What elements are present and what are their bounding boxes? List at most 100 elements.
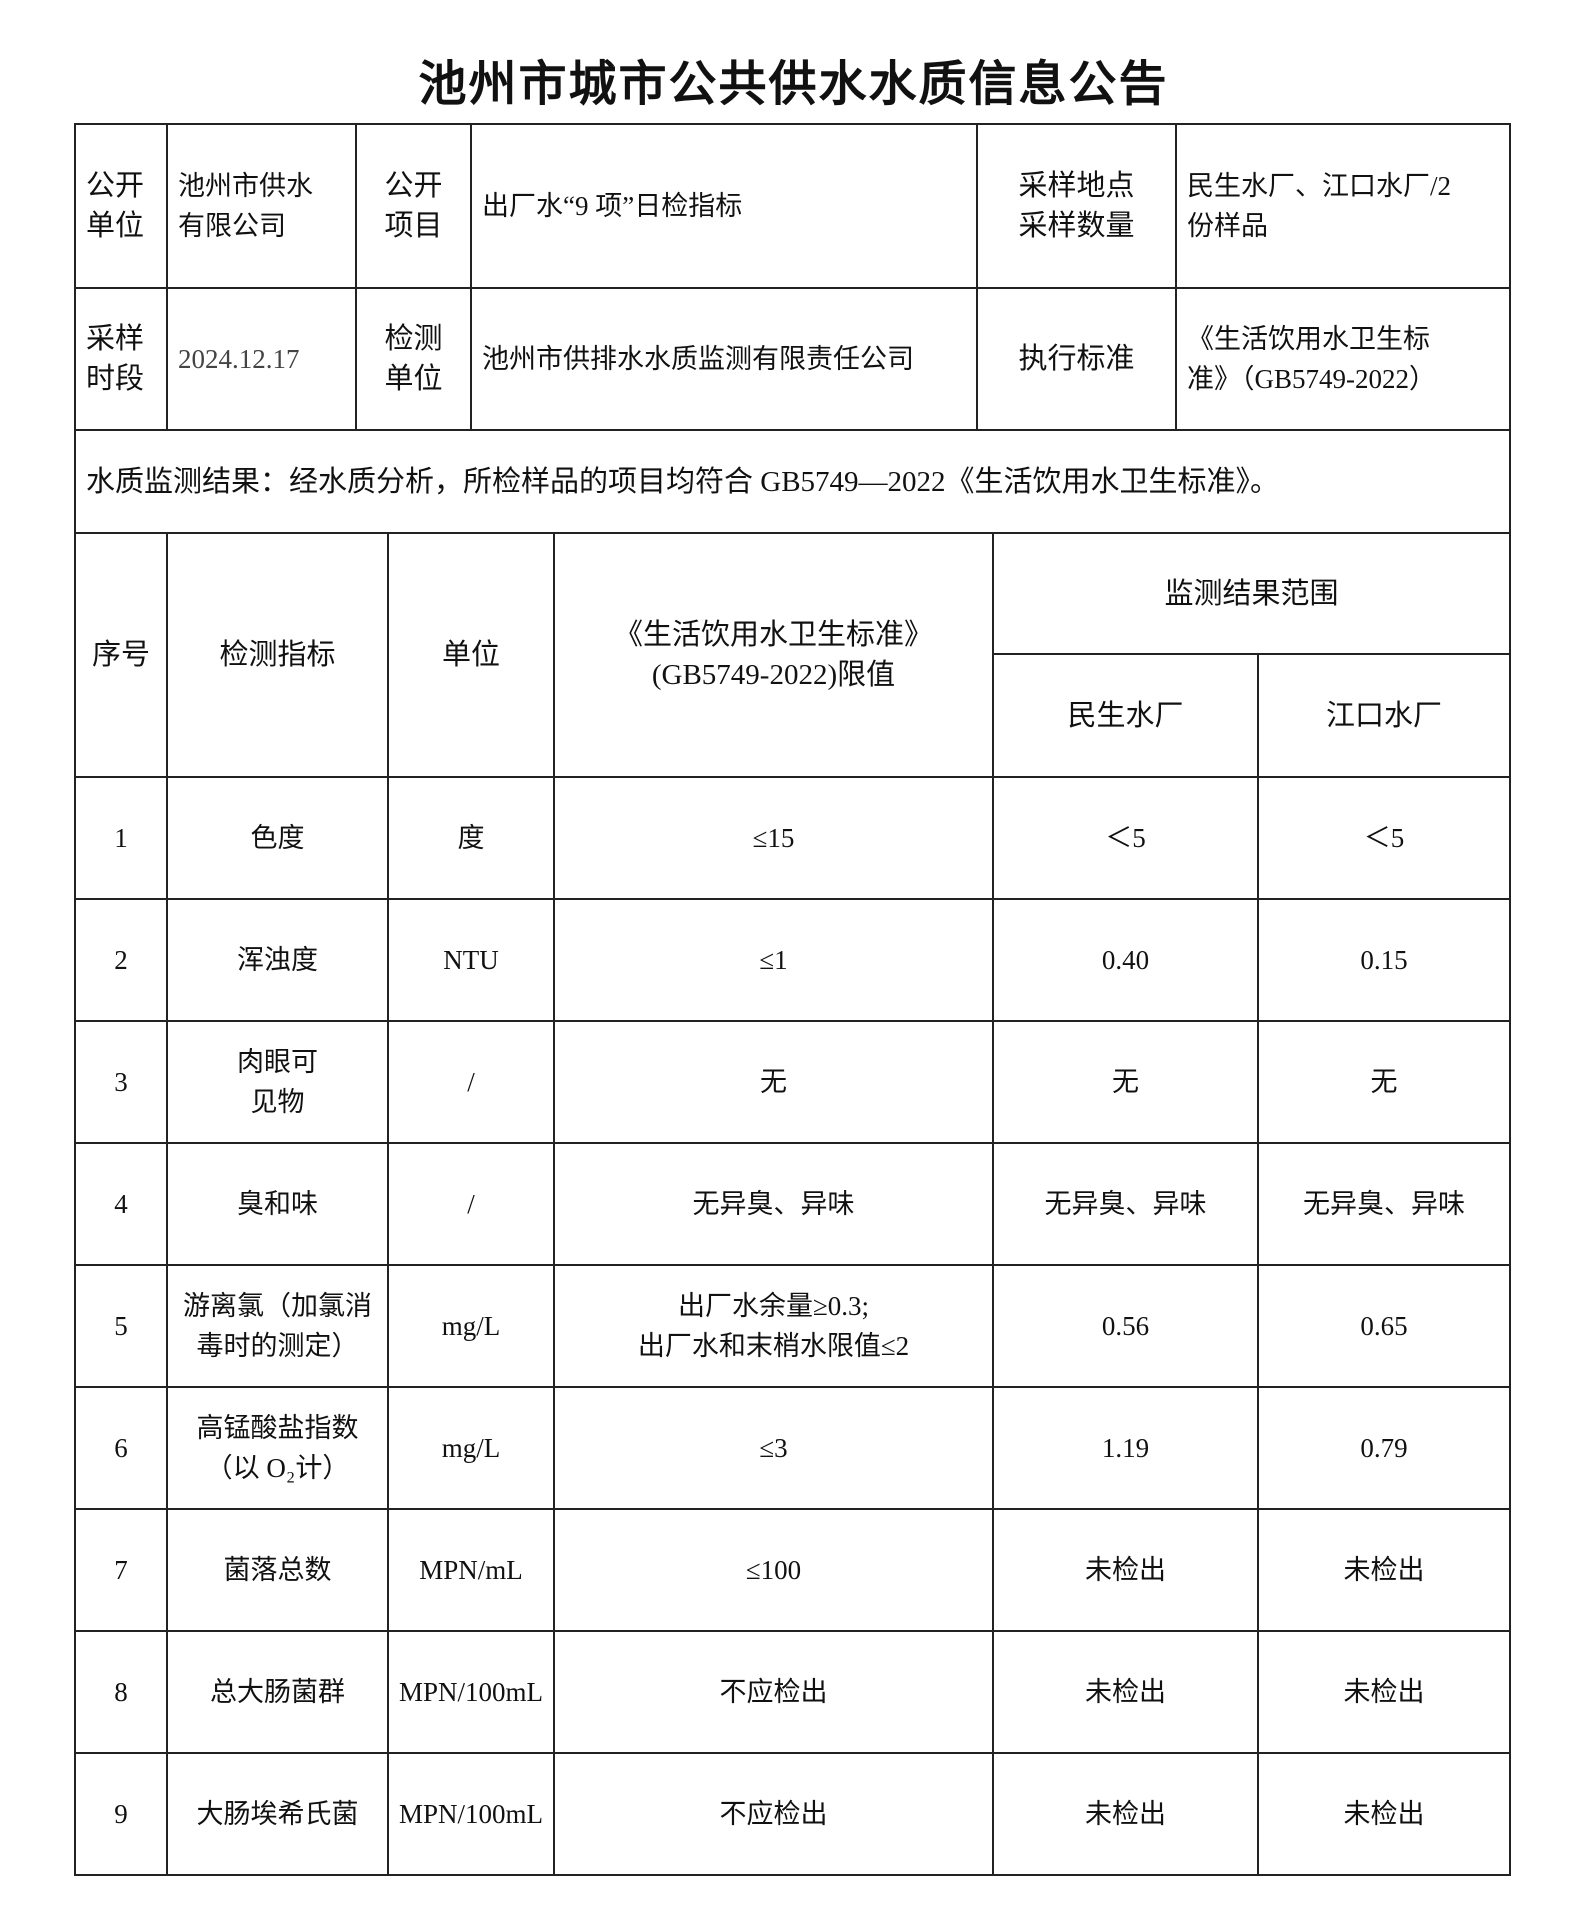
- info-table: 公开单位 池州市供水 有限公司 公开项目 出厂水“9 项”日检指标 采样地点采样数…: [74, 123, 1511, 534]
- cell-unit: 度: [387, 776, 555, 900]
- table-row: 7 菌落总数 MPN/mL ≤100 未检出 未检出: [74, 1508, 1512, 1632]
- cell-unit-text: mg/L: [441, 1311, 501, 1341]
- table-row: 2 浑浊度 NTU ≤1 0.40 0.15: [74, 898, 1512, 1022]
- cell-limit: 不应检出: [553, 1630, 994, 1754]
- conclusion-text: 水质监测结果：经水质分析，所检样品的项目均符合 GB5749—2022《生活饮用…: [74, 429, 1511, 534]
- results-table: 序号 检测指标 单位 《生活饮用水卫生标准》 (GB5749-2022)限值 监测…: [74, 532, 1512, 1876]
- cell-indicator-text: 臭和味: [237, 1189, 318, 1219]
- cell-no-text: 3: [114, 1067, 128, 1097]
- cell-no: 5: [74, 1264, 168, 1388]
- cell-indicator-text: 浑浊度: [237, 945, 318, 975]
- cell-indicator: 高锰酸盐指数 （以 O₂计）: [166, 1386, 389, 1510]
- cell-limit: ≤1: [553, 898, 994, 1022]
- cell-limit: 无: [553, 1020, 994, 1144]
- cell-unit: mg/L: [387, 1264, 555, 1388]
- cell-limit-text: 不应检出: [719, 1799, 828, 1829]
- cell-plant-jiangkou-text: 未检出: [1343, 1799, 1425, 1829]
- label-project: 公开项目: [384, 170, 443, 242]
- cell-plant-minsheng-text: 未检出: [1085, 1677, 1166, 1707]
- cell-indicator-text: 毒时的测定）: [196, 1331, 359, 1361]
- cell-indicator-text: （以 O₂计）: [205, 1453, 350, 1483]
- header-no: 序号: [74, 532, 168, 778]
- cell-plant-jiangkou-text: 无: [1370, 1067, 1398, 1097]
- label-publisher-cell: 公开单位: [74, 123, 168, 289]
- cell-plant-minsheng: 无异臭、异味: [992, 1142, 1259, 1266]
- label-line: 单位: [384, 363, 443, 395]
- value-sampling-site-line: 份样品: [1187, 211, 1268, 241]
- value-sampling-site: 民生水厂、江口水厂/2 份样品: [1175, 123, 1511, 289]
- value-publisher: 池州市供水 有限公司: [166, 123, 357, 289]
- cell-plant-minsheng: 未检出: [992, 1508, 1259, 1632]
- info-row: 公开单位 池州市供水 有限公司 公开项目 出厂水“9 项”日检指标 采样地点采样数…: [74, 123, 1511, 289]
- label-sampling-site-line: 采样地点: [1018, 170, 1135, 202]
- label-sampling-count-line: 采样数量: [1018, 210, 1135, 242]
- cell-unit: mg/L: [387, 1386, 555, 1510]
- cell-no: 8: [74, 1630, 168, 1754]
- page-title: 池州市城市公共供水水质信息公告: [418, 58, 1169, 111]
- value-publisher-line: 池州市供水: [178, 171, 313, 201]
- cell-unit-text: /: [467, 1189, 475, 1219]
- table-row: 1 色度 度 ≤15 ＜5 ＜5: [74, 776, 1512, 900]
- cell-indicator: 总大肠菌群: [166, 1630, 389, 1754]
- cell-plant-jiangkou-text: 0.15: [1360, 945, 1408, 975]
- label-sampling-site: 采样地点 采样数量: [976, 123, 1177, 289]
- cell-plant-jiangkou: 0.15: [1256, 898, 1512, 1022]
- header-limit: 《生活饮用水卫生标准》 (GB5749-2022)限值: [553, 532, 994, 778]
- cell-plant-jiangkou: 无: [1256, 1020, 1512, 1144]
- cell-no: 9: [74, 1752, 168, 1876]
- cell-indicator-text: 大肠埃希氏菌: [196, 1799, 359, 1829]
- cell-plant-jiangkou: 未检出: [1256, 1508, 1512, 1632]
- cell-plant-jiangkou-text: 0.79: [1360, 1433, 1408, 1463]
- cell-plant-jiangkou: 0.79: [1256, 1386, 1512, 1510]
- info-row: 采样 时段 2024.12.17 检测 单位 池州市供排水水质监测有限责任公司 执行…: [74, 287, 1511, 431]
- cell-no-text: 6: [114, 1433, 128, 1463]
- cell-plant-minsheng: ＜5: [992, 776, 1259, 900]
- table-row: 5 游离氯（加氯消 毒时的测定） mg/L 出厂水余量≥0.3; 出厂水和末梢水限值≤2 0…: [74, 1264, 1512, 1388]
- cell-limit: ≤15: [553, 776, 994, 900]
- cell-plant-minsheng-text: 1.19: [1101, 1433, 1150, 1463]
- value-standard-line: 准》（GB5749-2022）: [1187, 364, 1436, 394]
- cell-plant-minsheng-text: 未检出: [1085, 1799, 1166, 1829]
- table-row: 9 大肠埃希氏菌 MPN/100mL 不应检出 未检出 未检出: [74, 1752, 1512, 1876]
- cell-no: 1: [74, 776, 168, 900]
- cell-unit: MPN/100mL: [387, 1630, 555, 1754]
- cell-unit: /: [387, 1020, 555, 1144]
- cell-indicator-text: 菌落总数: [223, 1555, 332, 1585]
- cell-plant-minsheng-text: 未检出: [1085, 1555, 1166, 1585]
- cell-limit: 无异臭、异味: [553, 1142, 994, 1266]
- cell-unit-text: MPN/mL: [419, 1555, 523, 1585]
- cell-plant-minsheng: 未检出: [992, 1630, 1259, 1754]
- cell-limit-text: ≤1: [759, 945, 788, 975]
- cell-limit-text: ≤3: [759, 1433, 788, 1463]
- cell-plant-minsheng: 0.40: [992, 898, 1259, 1022]
- cell-no-text: 9: [114, 1799, 128, 1829]
- cell-indicator: 肉眼可 见物: [166, 1020, 389, 1144]
- cell-plant-jiangkou: 未检出: [1256, 1630, 1512, 1754]
- cell-limit-text: 出厂水余量≥0.3;: [677, 1291, 870, 1321]
- label-line: 采样: [86, 323, 145, 355]
- header-limit-line: (GB5749-2022)限值: [651, 659, 896, 691]
- cell-no-text: 5: [114, 1311, 128, 1341]
- cell-plant-jiangkou-text: 0.65: [1360, 1311, 1408, 1341]
- cell-plant-jiangkou-text: 未检出: [1343, 1555, 1425, 1585]
- cell-no-text: 4: [114, 1189, 128, 1219]
- cell-plant-minsheng: 无: [992, 1020, 1259, 1144]
- value-standard-line: 《生活饮用水卫生标: [1187, 324, 1430, 354]
- cell-plant-jiangkou: 0.65: [1256, 1264, 1512, 1388]
- cell-limit-text: ≤15: [752, 823, 795, 853]
- cell-indicator-text: 总大肠菌群: [210, 1677, 345, 1707]
- header-range: 监测结果范围: [991, 532, 1512, 655]
- value-project: 出厂水“9 项”日检指标: [470, 123, 978, 289]
- cell-limit-text: 无: [760, 1067, 787, 1097]
- cell-limit-text: 出厂水和末梢水限值≤2: [637, 1331, 910, 1361]
- table-row: 3 肉眼可 见物 / 无 无 无: [74, 1020, 1512, 1144]
- cell-indicator-text: 游离氯（加氯消: [183, 1291, 372, 1321]
- cell-unit: /: [387, 1142, 555, 1266]
- cell-no-text: 1: [114, 823, 128, 853]
- cell-plant-minsheng-text: ＜5: [1105, 823, 1146, 853]
- cell-unit-text: MPN/100mL: [399, 1677, 544, 1707]
- cell-limit-text: 无异臭、异味: [692, 1189, 855, 1219]
- cell-plant-minsheng-text: 0.40: [1101, 945, 1150, 975]
- cell-unit: NTU: [387, 898, 555, 1022]
- cell-limit: 出厂水余量≥0.3; 出厂水和末梢水限值≤2: [553, 1264, 994, 1388]
